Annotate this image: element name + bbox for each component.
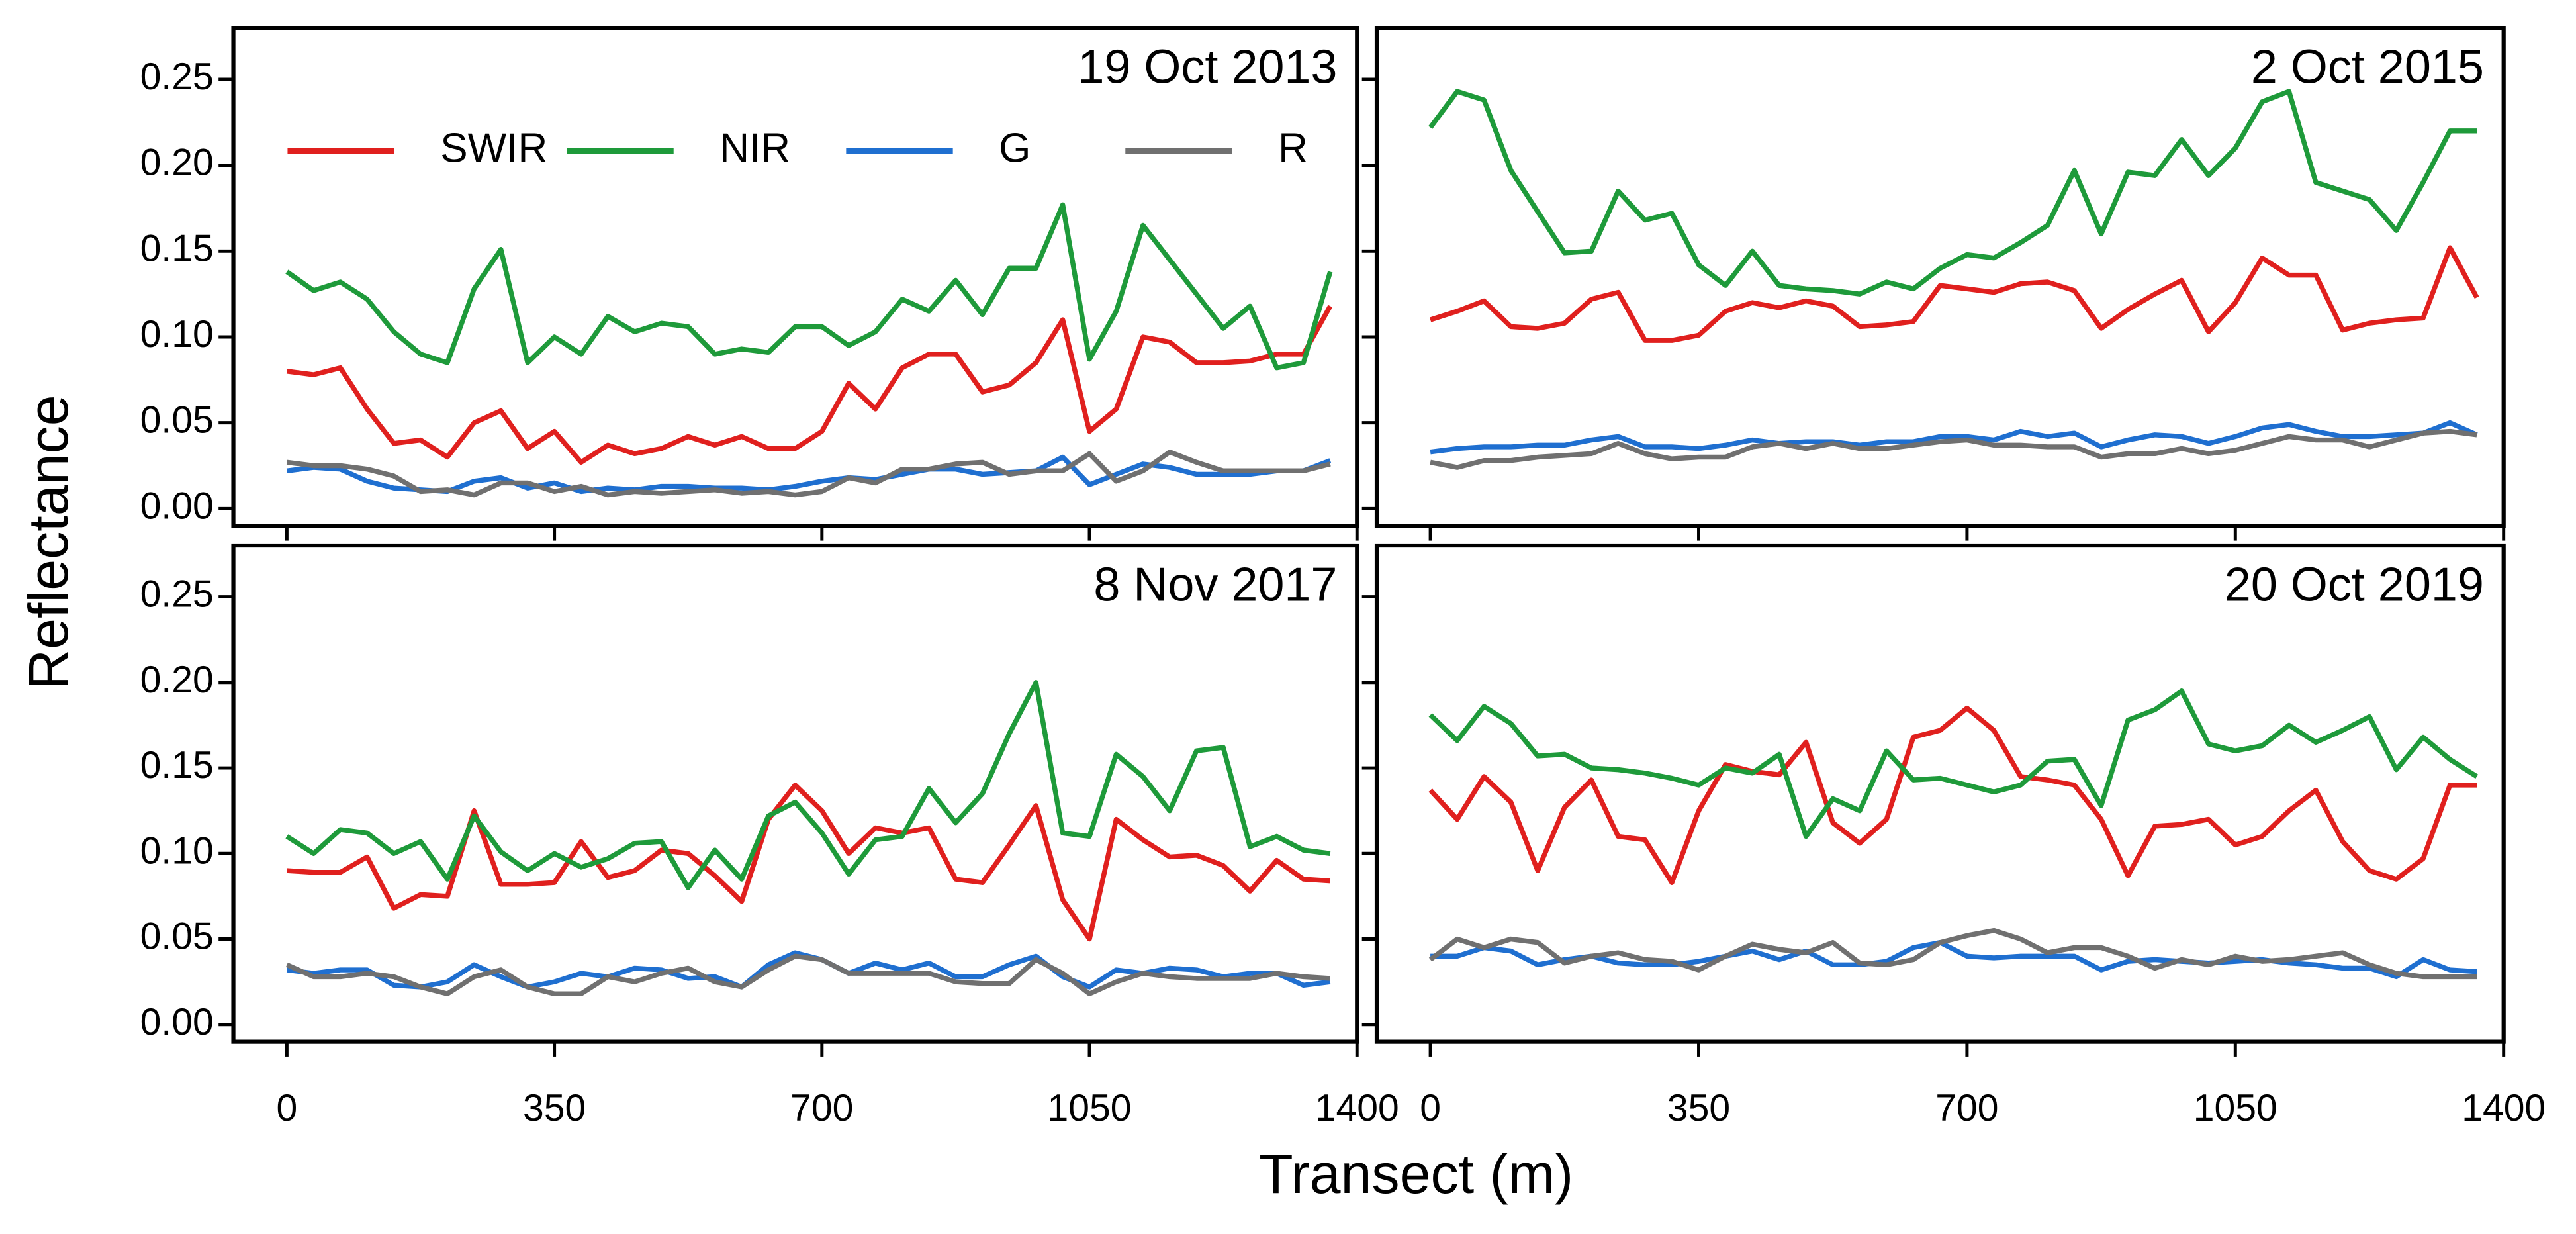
y-tick-label: 0.05 — [140, 399, 214, 442]
x-tick-label: 350 — [523, 1087, 586, 1129]
legend-label: R — [1278, 126, 1308, 171]
y-tick-label: 0.05 — [140, 916, 214, 958]
y-tick-label: 0.00 — [140, 485, 214, 527]
y-tick-label: 0.15 — [140, 744, 214, 786]
x-tick-label: 1400 — [1315, 1087, 1399, 1129]
y-tick-label: 0.25 — [140, 573, 214, 616]
series-line — [1428, 688, 2479, 839]
plot-frame — [231, 26, 1359, 528]
series-line — [1429, 245, 2479, 343]
y-tick-label: 0.00 — [140, 1001, 214, 1043]
x-tick-label: 700 — [1935, 1087, 1998, 1129]
series-line — [1430, 420, 2478, 455]
x-tick-label: 1050 — [2193, 1087, 2277, 1129]
plot-frame — [1374, 26, 2506, 528]
y-tick-label: 0.25 — [140, 56, 214, 98]
series-line — [286, 454, 1332, 495]
x-axis-label: Transect (m) — [1259, 1143, 1573, 1205]
x-tick-label: 1400 — [2461, 1087, 2546, 1129]
x-tick-label: 350 — [1667, 1087, 1730, 1129]
series-line — [1428, 705, 2477, 885]
panel-title: 8 Nov 2017 — [1093, 559, 1337, 612]
series-line — [1428, 927, 2477, 980]
y-tick-label: 0.20 — [140, 659, 214, 701]
series-line — [285, 680, 1331, 890]
plot-frame — [1374, 543, 2506, 1044]
x-tick-label: 1050 — [1048, 1087, 1132, 1129]
panel-title: 20 Oct 2019 — [2225, 559, 2484, 612]
y-tick-label: 0.20 — [140, 142, 214, 184]
y-tick-label: 0.10 — [140, 830, 214, 872]
x-tick-label: 0 — [277, 1087, 298, 1129]
series-line — [285, 953, 1331, 996]
x-tick-label: 0 — [1420, 1087, 1441, 1129]
x-tick-label: 700 — [790, 1087, 853, 1129]
series-line — [1430, 428, 2477, 470]
series-line — [1428, 89, 2477, 297]
plot-frame — [231, 543, 1359, 1044]
legend-label: G — [999, 126, 1031, 171]
series-line — [286, 305, 1333, 465]
series-line — [1430, 939, 2477, 980]
series-line — [287, 783, 1331, 942]
legend-label: NIR — [719, 126, 790, 171]
y-axis-label: Reflectance — [17, 395, 79, 690]
legend-label: SWIR — [440, 126, 547, 171]
series-line — [285, 202, 1333, 371]
y-tick-label: 0.10 — [140, 313, 214, 356]
y-tick-label: 0.15 — [140, 227, 214, 269]
panel-title: 19 Oct 2013 — [1078, 41, 1337, 94]
panel-title: 2 Oct 2015 — [2251, 41, 2484, 94]
series-line — [286, 450, 1331, 498]
